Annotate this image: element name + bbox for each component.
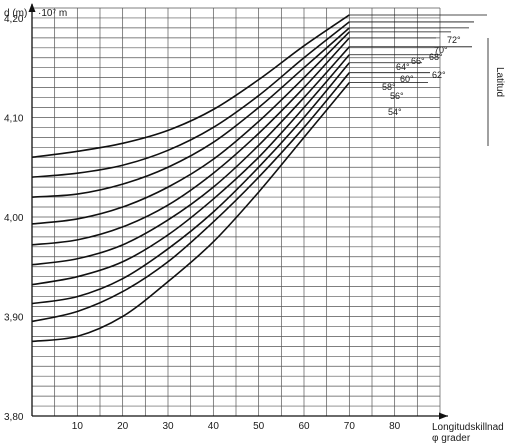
series-curves [31,14,350,343]
y-tick-label: 4,10 [4,113,24,124]
series-curve-10 [31,14,350,159]
x-tick-label: 50 [253,421,265,432]
series-label: 68° [429,52,443,62]
series-label: 64° [396,62,410,72]
axis-titles: d (m) ·10⁷ m Longitudskillnad φ grader L… [4,8,505,444]
series-curve-1 [31,82,350,343]
series-label: 56° [390,91,404,101]
x-tick-label: 70 [344,421,356,432]
series-curve-2 [31,72,350,323]
series-label: 60° [400,74,414,84]
x-tick-label: 60 [298,421,310,432]
y-tick-label: 3,80 [4,412,24,423]
y-axis-label: d (m) [4,8,27,19]
latitude-group-label: Latitud [494,67,505,97]
series-curve-3 [31,62,350,305]
y-tick-label: 4,20 [4,14,24,25]
y-tick-label: 4,00 [4,213,24,224]
series-label: 66° [411,56,425,66]
x-tick-label: 80 [389,421,401,432]
x-axis-label: Longitudskillnad [432,422,504,433]
series-curve-8 [31,27,350,198]
y-axis-unit: ·10⁷ m [38,8,67,19]
series-label: 70° [434,45,448,55]
tick-labels: 10 20 30 40 50 60 70 80 3,80 3,90 4,00 4,10 4,20 [4,14,401,432]
series-curve-5 [31,46,350,266]
series-label: 62° [432,70,446,80]
y-axis-arrow [28,3,36,12]
series-curve-4 [31,54,350,286]
x-tick-label: 10 [72,421,84,432]
series-label: 58° [382,82,396,92]
series-curve-7 [31,31,350,225]
axes [28,3,448,420]
series-label: 54° [388,107,402,117]
x-axis-sublabel: φ grader [432,433,471,444]
series-curve-9 [31,21,350,178]
y-tick-label: 3,90 [4,312,24,323]
grid [32,7,441,416]
x-tick-label: 20 [117,421,129,432]
x-tick-label: 30 [162,421,174,432]
x-tick-label: 40 [208,421,220,432]
series-labels: 54° 56°58° 60° 62° 64°66° 68°70°72° [349,14,489,146]
series-curve-6 [31,37,350,246]
x-axis-arrow [439,412,448,420]
series-label: 72° [447,35,461,45]
